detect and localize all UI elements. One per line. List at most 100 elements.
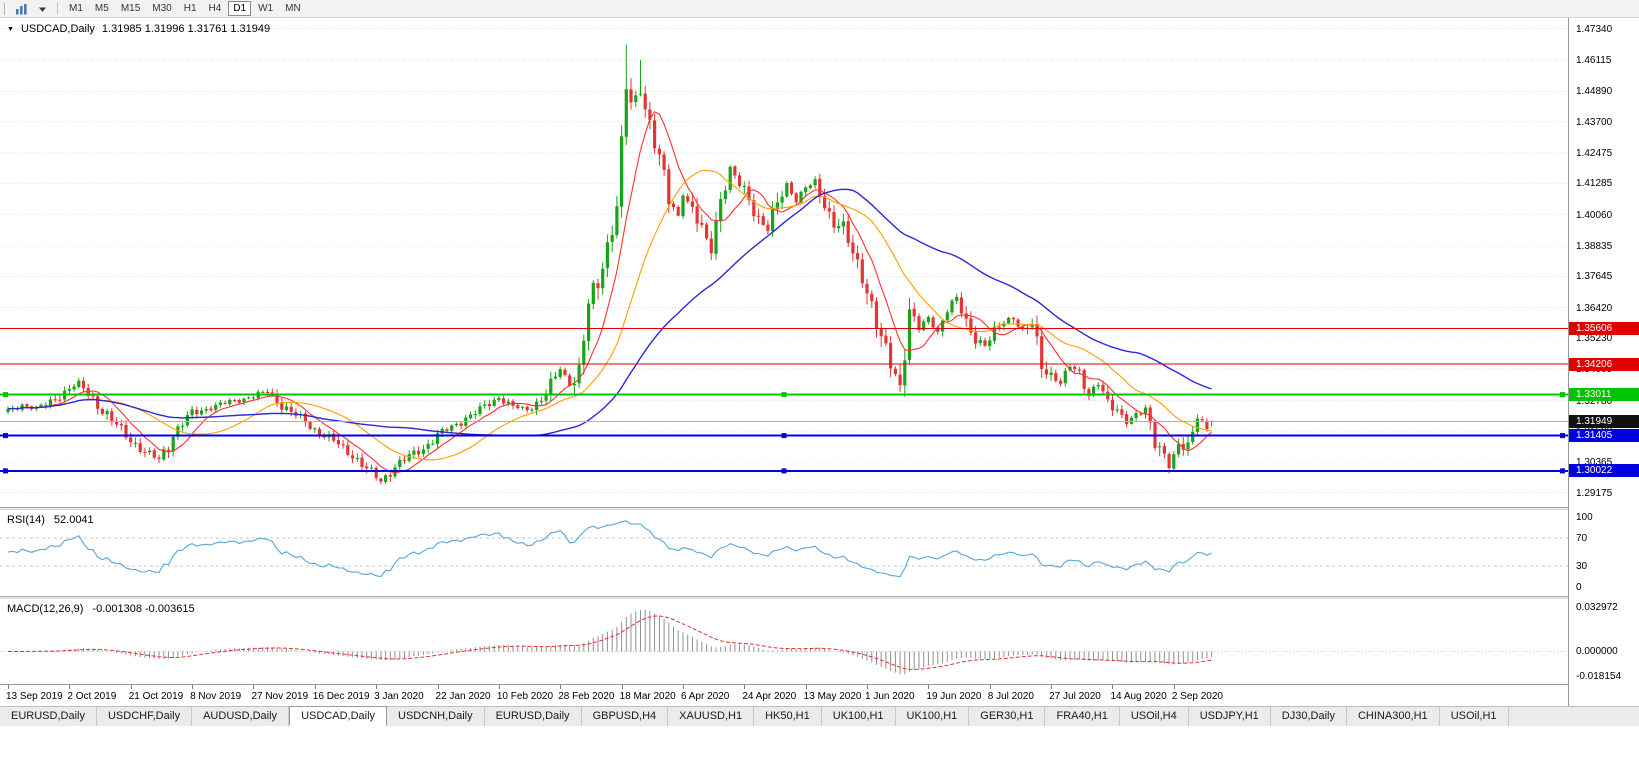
line-handle[interactable] xyxy=(3,433,8,439)
time-label: 2 Sep 2020 xyxy=(1171,691,1223,702)
bar-chart-glyph xyxy=(16,3,27,14)
time-tick xyxy=(376,685,378,689)
price-badge: 1.30022 xyxy=(1569,464,1639,478)
macd-indicator-name: MACD(12,26,9) xyxy=(7,603,84,615)
time-tick xyxy=(744,685,746,689)
axis-tick: 1.35230 xyxy=(1576,332,1613,344)
time-tick xyxy=(1051,685,1053,689)
timeframe-button-h4[interactable]: H4 xyxy=(208,3,222,14)
chart-tab[interactable]: XAUUSD,H1 xyxy=(668,707,755,726)
macd-signal-line xyxy=(8,615,1212,670)
timeframe-button-mn[interactable]: MN xyxy=(285,3,301,14)
ma-medium-line xyxy=(7,169,1212,461)
chart-tab[interactable]: UK100,H1 xyxy=(821,707,896,726)
main-chart-panel: ▼ USDCAD,Daily 1.31985 1.31996 1.31761 1… xyxy=(0,18,1568,507)
time-tick xyxy=(928,685,930,689)
timeframe-button-m30[interactable]: M30 xyxy=(152,3,172,14)
rsi-indicator-name: RSI(14) xyxy=(7,514,45,526)
main-chart-canvas[interactable] xyxy=(0,18,1568,507)
time-label: 21 Oct 2019 xyxy=(128,691,184,702)
chart-tab[interactable]: USOil,H4 xyxy=(1119,707,1189,726)
toolbar-grip[interactable] xyxy=(4,2,7,15)
bottom-strip xyxy=(0,726,1639,761)
chart-tab[interactable]: USDCAD,Daily xyxy=(289,706,388,726)
macd-canvas[interactable] xyxy=(0,599,1568,684)
time-axis[interactable]: 13 Sep 2019 2 Oct 2019 21 Oct 2019 8 Nov 20… xyxy=(0,684,1569,706)
line-handle[interactable] xyxy=(781,392,787,398)
panel-splitter-macd[interactable] xyxy=(0,596,1569,599)
time-tick xyxy=(253,685,255,689)
chart-tab[interactable]: DJ30,Daily xyxy=(1270,707,1347,726)
axis-tick: 0.032972 xyxy=(1576,602,1618,613)
timeframe-button-h1[interactable]: H1 xyxy=(183,3,197,14)
ma-slow-line xyxy=(7,188,1212,437)
rsi-canvas[interactable] xyxy=(0,510,1568,596)
time-tick xyxy=(314,685,316,689)
axis-tick: 1.38835 xyxy=(1576,240,1613,252)
macd-label-row: MACD(12,26,9) -0.001308 -0.003615 xyxy=(7,603,195,615)
axis-tick: 0.000000 xyxy=(1576,646,1618,658)
timeframe-button-m15[interactable]: M15 xyxy=(120,3,141,14)
time-label: 1 Jun 2020 xyxy=(865,691,915,702)
timeframe-buttons: M1 M5 M15 M30 H1 H4 D1 W1 MN xyxy=(63,1,307,16)
line-handle[interactable] xyxy=(781,468,787,474)
chart-list-dropdown-icon[interactable] xyxy=(32,1,52,17)
time-label: 24 Apr 2020 xyxy=(742,691,797,702)
line-handle[interactable] xyxy=(3,468,8,474)
axis-tick: 1.36420 xyxy=(1576,302,1613,314)
time-label: 13 May 2020 xyxy=(803,691,862,702)
chart-tab[interactable]: GBPUSD,H4 xyxy=(581,707,669,726)
time-label: 22 Jan 2020 xyxy=(435,691,491,702)
price-badge: 1.35606 xyxy=(1569,321,1639,335)
price-badge: 1.34206 xyxy=(1569,357,1639,371)
axis-tick: 1.43700 xyxy=(1576,116,1613,128)
axis-tick: 1.42475 xyxy=(1576,147,1613,159)
rsi-label-row: RSI(14) 52.0041 xyxy=(7,514,94,526)
chart-tab[interactable]: FRA40,H1 xyxy=(1045,707,1120,726)
time-tick xyxy=(192,685,194,689)
time-tick xyxy=(1173,685,1175,689)
line-handle[interactable] xyxy=(1560,468,1565,474)
axis-tick: 1.37645 xyxy=(1576,271,1613,283)
time-tick xyxy=(437,685,439,689)
line-handle[interactable] xyxy=(781,433,787,439)
time-tick xyxy=(805,685,807,689)
time-tick xyxy=(8,685,9,689)
chart-tab[interactable]: EURUSD,Daily xyxy=(0,707,97,726)
time-label: 27 Nov 2019 xyxy=(251,691,309,702)
time-label: 19 Jun 2020 xyxy=(926,691,982,702)
macd-panel: MACD(12,26,9) -0.001308 -0.003615 xyxy=(0,599,1568,684)
chart-tab[interactable]: GER30,H1 xyxy=(969,707,1046,726)
time-label: 8 Jul 2020 xyxy=(987,691,1034,702)
time-label: 14 Aug 2020 xyxy=(1110,691,1167,702)
chart-tab[interactable]: USDCHF,Daily xyxy=(96,707,193,726)
time-tick xyxy=(682,685,684,689)
time-label: 3 Jan 2020 xyxy=(374,691,424,702)
timeframe-button-w1[interactable]: W1 xyxy=(258,3,274,14)
line-handle[interactable] xyxy=(1560,392,1565,398)
symbol-menu-arrow-icon[interactable]: ▼ xyxy=(7,25,14,33)
chart-tab[interactable]: CHINA300,H1 xyxy=(1346,707,1440,726)
chart-tab[interactable]: EURUSD,Daily xyxy=(484,707,582,726)
axis-tick: 30 xyxy=(1576,561,1588,572)
chart-tab[interactable]: UK100,H1 xyxy=(895,707,970,726)
timeframe-button-m5[interactable]: M5 xyxy=(94,3,109,14)
time-label: 27 Jul 2020 xyxy=(1049,691,1101,702)
new-chart-icon[interactable] xyxy=(12,1,32,17)
line-handle[interactable] xyxy=(3,392,8,398)
price-badge: 1.31949 xyxy=(1569,415,1639,429)
chart-tab[interactable]: USOil,H1 xyxy=(1439,707,1509,726)
axis-tick: 1.40060 xyxy=(1576,209,1613,221)
price-axis[interactable]: 1.47340 1.46115 1.44890 1.43700 1.42475 1.412… xyxy=(1568,18,1639,706)
panel-splitter-rsi[interactable] xyxy=(0,507,1569,510)
chart-tab[interactable]: AUDUSD,Daily xyxy=(192,707,290,726)
line-handle[interactable] xyxy=(1560,433,1565,439)
time-label: 16 Dec 2019 xyxy=(312,691,370,702)
axis-tick: 1.46115 xyxy=(1576,55,1612,66)
timeframe-button-m1[interactable]: M1 xyxy=(69,3,83,14)
chart-tab[interactable]: USDJPY,H1 xyxy=(1188,707,1271,726)
timeframe-button-d1[interactable]: D1 xyxy=(228,1,252,16)
chart-tab[interactable]: USDCNH,Daily xyxy=(387,707,485,726)
chart-tab[interactable]: HK50,H1 xyxy=(754,707,822,726)
